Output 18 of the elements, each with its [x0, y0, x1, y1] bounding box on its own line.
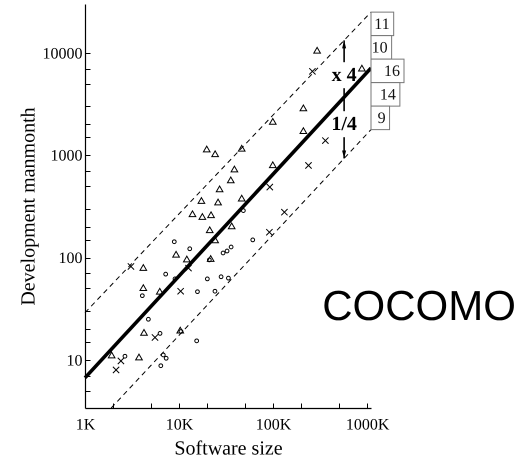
annotation: x 4: [332, 64, 357, 86]
y-tick-label: 10000: [42, 45, 82, 62]
x-tick-label: 10K: [166, 416, 194, 434]
data-label: 11: [374, 16, 390, 33]
data-label: 16: [384, 62, 400, 80]
y-tick-label: 10: [66, 352, 82, 370]
y-tick-label: 100: [58, 250, 82, 268]
y-tick-label: 1000: [50, 148, 82, 165]
annotation: 1/4: [331, 113, 357, 136]
data-label: 14: [380, 86, 396, 104]
x-tick-label: 1K: [76, 416, 96, 434]
x-tick-label: 1000K: [346, 416, 390, 434]
x-axis-title: Software size: [174, 438, 283, 460]
y-axis-title: Development manmonth: [18, 107, 40, 306]
data-label: 10: [372, 39, 388, 56]
data-label: 9: [378, 110, 386, 127]
annotation: COCOMO: [322, 282, 516, 329]
x-tick-label: 100K: [256, 416, 292, 434]
